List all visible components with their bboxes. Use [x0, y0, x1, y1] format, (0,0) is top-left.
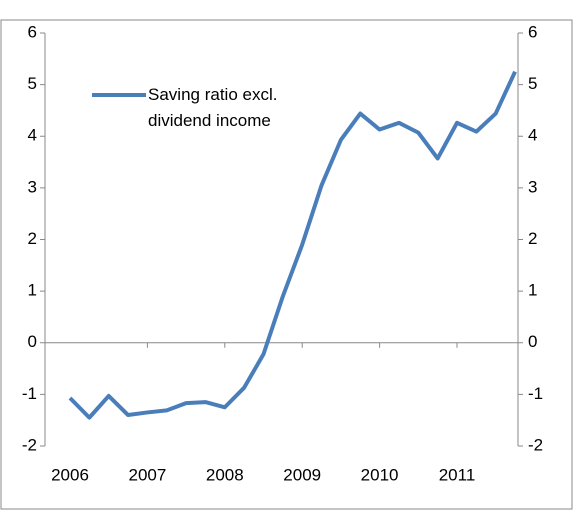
x-tick-label: 2006: [51, 465, 89, 484]
y2-tick-label: -1: [528, 384, 543, 403]
y-tick-label: -2: [22, 435, 37, 454]
y-tick-label: 3: [28, 177, 37, 196]
y2-tick-label: 1: [528, 281, 537, 300]
y2-tick-label: 2: [528, 229, 537, 248]
data-line: [68, 70, 517, 420]
y2-tick-label: 0: [528, 332, 537, 351]
x-tick-label: 2010: [361, 465, 399, 484]
frame: [0, 19, 573, 510]
legend-label: Saving ratio excl. dividend income: [148, 85, 278, 130]
y-tick-label: -1: [22, 384, 37, 403]
y2-tick-label: 3: [528, 177, 537, 196]
y2-tick-label: 4: [528, 126, 537, 145]
y-tick-label: 1: [28, 281, 37, 300]
x-tick-label: 2011: [439, 465, 476, 484]
y2-tick-label: 5: [528, 74, 537, 93]
y-tick-label: 0: [28, 332, 37, 351]
x-tick-label: 2008: [206, 465, 244, 484]
y2-tick-label: 6: [528, 22, 537, 41]
y2-tick-label: -2: [528, 435, 543, 454]
y-tick-label: 5: [28, 74, 37, 93]
x-tick-label: 2007: [128, 465, 166, 484]
y-tick-label: 6: [28, 22, 37, 41]
y-tick-label: 2: [28, 229, 37, 248]
y-tick-label: 4: [28, 126, 37, 145]
x-tick-label: 2009: [283, 465, 321, 484]
